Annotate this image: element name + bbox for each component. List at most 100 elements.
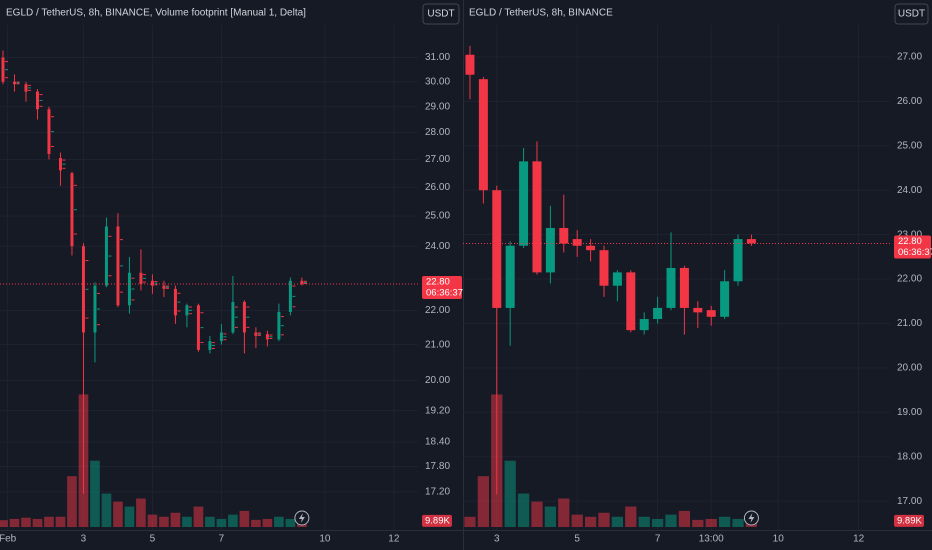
- volume-bar: [44, 516, 54, 527]
- chart-header: EGLD / TetherUS, 8h, BINANCE, Volume foo…: [6, 8, 306, 19]
- volume-bar: [32, 518, 43, 527]
- y-tick-label: 30.00: [425, 76, 450, 87]
- volume-bar: [285, 518, 296, 527]
- candle-body: [519, 161, 529, 246]
- volume-bar: [544, 506, 557, 527]
- candle-body: [242, 301, 246, 333]
- x-tick-label: 12: [388, 534, 400, 545]
- y-tick-label: 21.00: [897, 318, 922, 329]
- candle-body: [254, 332, 258, 336]
- volume-bar: [531, 501, 543, 527]
- chart-header: EGLD / TetherUS, 8h, BINANCE: [469, 8, 613, 19]
- candle-body: [666, 267, 676, 308]
- y-tick-label: 20.00: [897, 363, 922, 374]
- candle-body: [746, 239, 756, 244]
- x-tick-label: 12: [853, 534, 865, 545]
- y-tick-label: 27.00: [425, 154, 450, 165]
- y-tick-label: 17.00: [897, 496, 922, 507]
- candle-body: [720, 281, 730, 317]
- x-tick-label: 5: [150, 534, 156, 545]
- last-price-label: 22.80: [898, 236, 922, 247]
- x-tick-label: 3: [81, 534, 87, 545]
- currency-button[interactable]: [422, 3, 460, 25]
- currency-button-label[interactable]: USDT: [427, 9, 454, 20]
- y-tick-label: 29.00: [425, 101, 450, 112]
- volume-label-box: [894, 514, 924, 527]
- x-tick-label: 7: [655, 534, 661, 545]
- volume-bar: [705, 518, 717, 527]
- candle-body: [127, 272, 131, 306]
- y-tick-label: 28.00: [425, 127, 450, 138]
- volume-bar: [193, 506, 204, 527]
- candle-body: [81, 246, 85, 333]
- volume-bar: [611, 516, 624, 527]
- y-tick-label: 23.00: [897, 229, 922, 240]
- volume-bar: [558, 498, 570, 527]
- y-tick-label: 18.40: [425, 437, 450, 448]
- candle-body: [465, 54, 475, 75]
- x-tick-label: 13:00: [699, 534, 724, 545]
- volume-bar: [136, 498, 146, 527]
- candle-body: [277, 312, 281, 340]
- y-tick-label: 18.00: [897, 451, 922, 462]
- candle-body: [478, 79, 488, 191]
- volume-bar: [625, 506, 637, 527]
- candle-body: [599, 250, 609, 286]
- candle-body: [288, 280, 292, 313]
- volume-bar: [262, 518, 273, 527]
- volume-bar: [678, 510, 691, 527]
- volume-bar: [665, 514, 677, 527]
- y-tick-label: 20.00: [425, 375, 450, 386]
- candle-body: [265, 334, 269, 340]
- candle-body: [626, 272, 636, 331]
- volume-bar: [21, 517, 31, 527]
- y-tick-label: 24.00: [425, 241, 450, 252]
- y-tick-label: 17.80: [425, 461, 450, 472]
- currency-button-label[interactable]: USDT: [898, 9, 925, 20]
- alert-icon-bolt: [298, 513, 305, 523]
- candle-body: [733, 239, 743, 282]
- volume-bar: [9, 518, 20, 527]
- candle-body: [93, 285, 97, 333]
- y-tick-label: 22.00: [425, 305, 450, 316]
- currency-button[interactable]: [894, 3, 929, 25]
- candle-body: [12, 81, 16, 85]
- volume-bar: [651, 518, 664, 527]
- candle-body: [653, 307, 663, 320]
- candle-body: [196, 305, 200, 350]
- candle-body: [150, 280, 154, 286]
- volume-bar: [718, 516, 731, 527]
- candle-body: [139, 272, 143, 285]
- volume-bar: [90, 460, 100, 527]
- volume-bar: [477, 476, 490, 527]
- volume-bar: [598, 512, 610, 527]
- candle-body: [612, 272, 622, 286]
- volume-bar: [239, 510, 250, 527]
- candle-body: [35, 91, 39, 110]
- volume-label: 9.89K: [425, 515, 450, 526]
- candle-body: [24, 84, 28, 92]
- volume-bar: [638, 516, 650, 527]
- candle-body: [300, 280, 304, 285]
- y-tick-label: 31.00: [425, 52, 450, 63]
- volume-bar: [170, 512, 181, 527]
- candle-body: [505, 245, 515, 308]
- x-tick-label: 10: [319, 534, 331, 545]
- candle-body: [679, 267, 689, 308]
- volume-label: 9.89K: [897, 515, 922, 526]
- candle-body: [208, 341, 212, 350]
- x-tick-label: 5: [574, 534, 580, 545]
- candle-body: [185, 305, 189, 316]
- candle-body: [116, 226, 120, 306]
- candle-body: [47, 109, 51, 154]
- candle-body: [219, 332, 223, 342]
- volume-bar: [0, 520, 8, 527]
- last-price-box: [422, 276, 462, 300]
- y-tick-label: 19.20: [425, 405, 450, 416]
- y-tick-label: 25.00: [425, 211, 450, 222]
- last-price-box: [894, 235, 931, 259]
- y-tick-label: 25.00: [897, 140, 922, 151]
- candle-body: [70, 173, 74, 247]
- candle-body: [162, 285, 166, 289]
